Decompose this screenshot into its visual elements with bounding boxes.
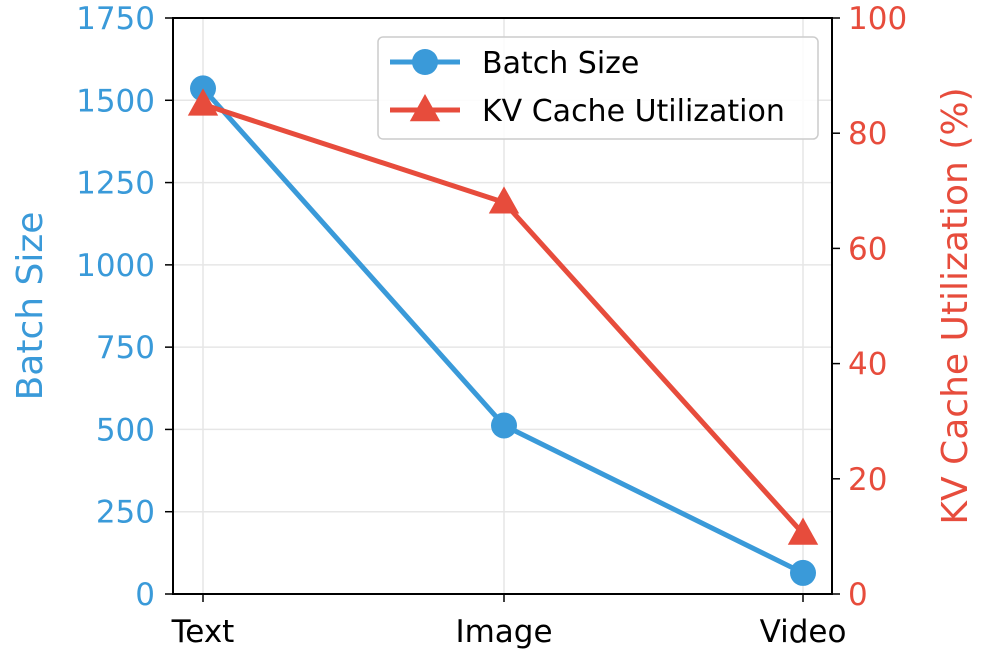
legend-marker-triangle [409, 94, 441, 122]
legend-item: Batch Size [390, 46, 639, 81]
right-y-tick-label: 60 [848, 231, 887, 267]
x-tick-label: Text [171, 614, 235, 650]
right-y-tick-label: 20 [848, 462, 887, 498]
series-line [202, 102, 805, 536]
left-y-tick-label: 500 [96, 412, 155, 448]
left-y-tick-label: 0 [135, 577, 155, 613]
left-y-tick-label: 1500 [76, 83, 155, 119]
series-layer [187, 75, 819, 586]
data-point-triangle [787, 517, 819, 545]
right-y-tick-label: 80 [848, 116, 887, 152]
right-y-axis-label: KV Cache Utilization (%) [935, 87, 976, 524]
left-y-tick-label: 250 [96, 495, 155, 531]
right-y-axis: 0 20 40 60 80 100 [832, 1, 907, 613]
x-tick-label: Image [455, 614, 552, 650]
left-y-tick-label: 750 [96, 330, 155, 366]
data-point-triangle [488, 186, 520, 214]
series-line [201, 86, 805, 576]
legend-label: KV Cache Utilization [482, 94, 785, 129]
data-point-circle [491, 412, 517, 439]
legend-label: Batch Size [482, 46, 639, 81]
right-y-tick-label: 0 [848, 577, 868, 613]
left-y-axis: 0 250 500 750 1000 1250 1500 1750 [76, 1, 173, 613]
data-point-triangle [187, 88, 219, 116]
plot-frame [172, 17, 833, 595]
x-tick-label: Video [760, 614, 847, 650]
right-y-tick-label: 40 [848, 347, 887, 383]
left-y-tick-label: 1000 [76, 248, 155, 284]
left-y-axis-label: Batch Size [10, 212, 51, 401]
legend-item: KV Cache Utilization [390, 94, 785, 129]
left-y-tick-label: 1250 [76, 166, 155, 202]
data-point-circle [790, 559, 816, 586]
right-y-tick-label: 100 [848, 1, 907, 37]
legend: Batch Size KV Cache Utilization [377, 36, 819, 140]
legend-box [377, 36, 819, 140]
series-batch-size [190, 75, 816, 586]
left-y-tick-label: 1750 [76, 1, 155, 37]
series-kv-cache-utilization [187, 88, 819, 545]
x-axis: Text Image Video [171, 594, 847, 650]
legend-marker-circle [412, 49, 438, 75]
